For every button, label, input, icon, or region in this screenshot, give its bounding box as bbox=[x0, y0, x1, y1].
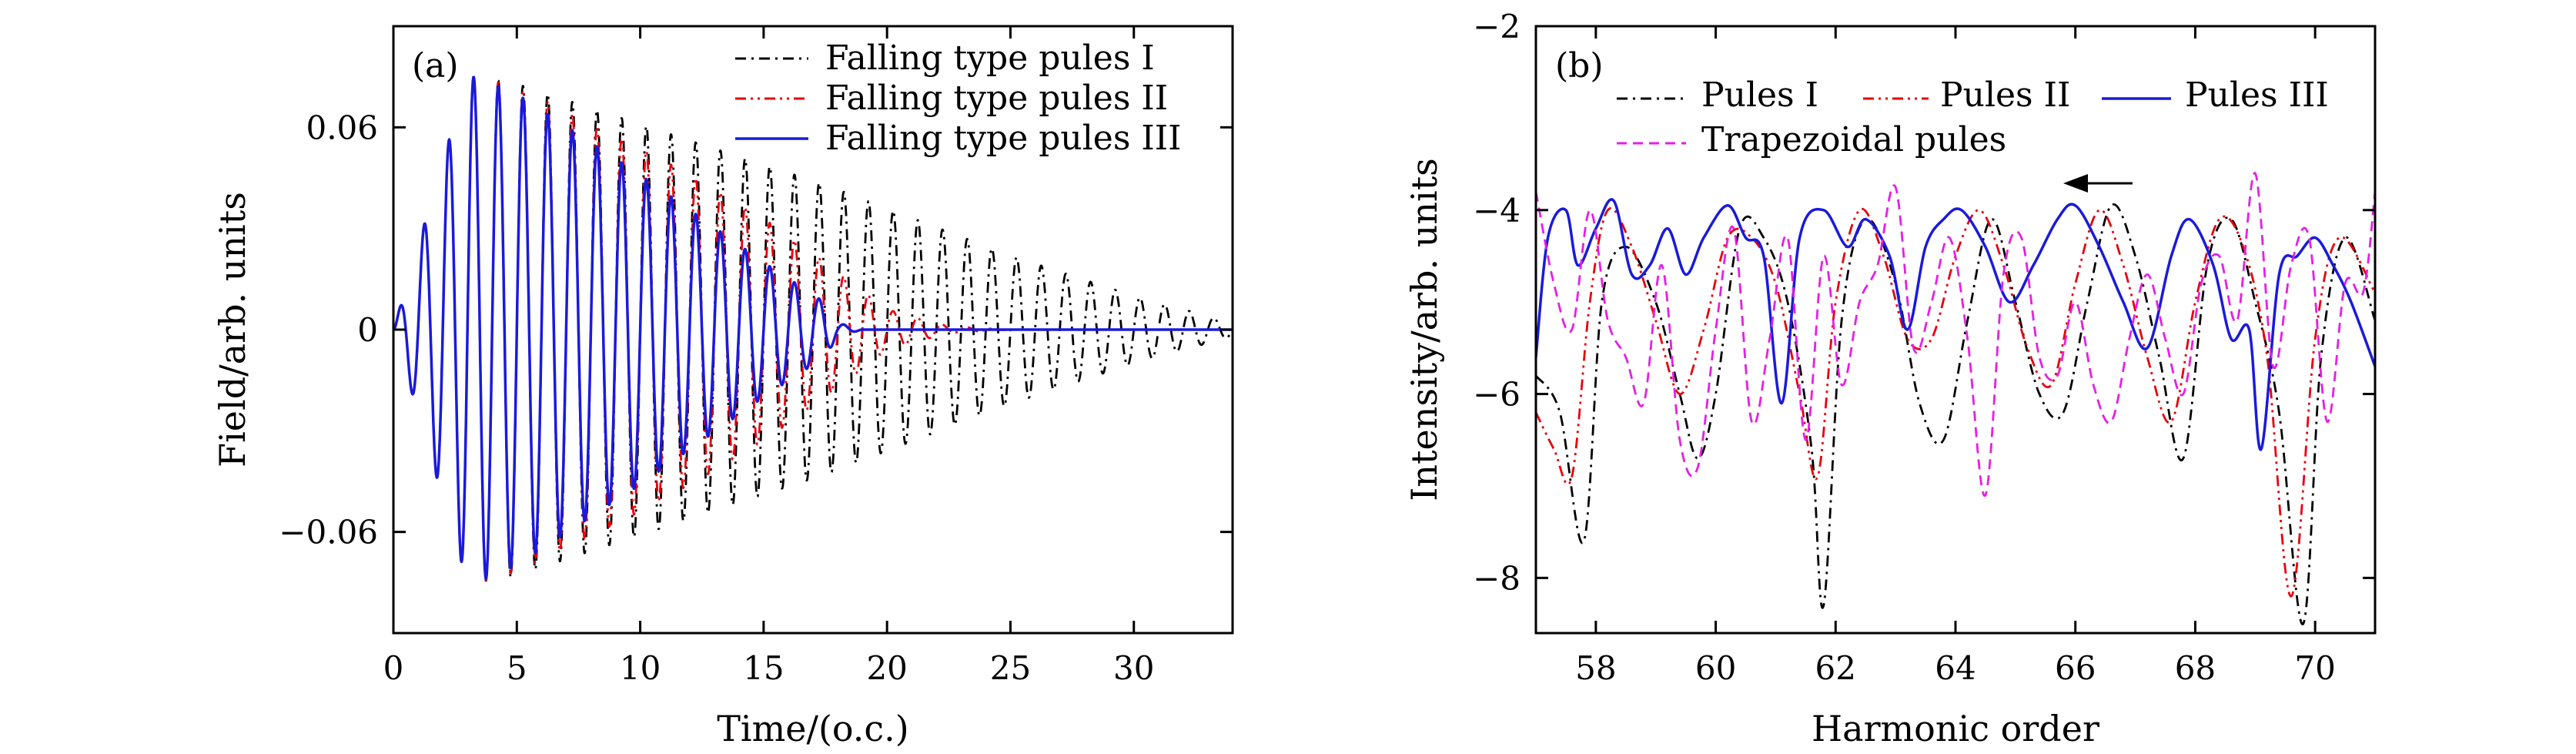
panel-a-plot-area bbox=[393, 75, 1233, 582]
panel-b-y-tick-label: −4 bbox=[1473, 192, 1521, 230]
panel-b-y-tick-label: −2 bbox=[1473, 8, 1521, 45]
panel-a-series-falling-type-pules-iii bbox=[393, 75, 1233, 580]
panel-b-series-pules-ii bbox=[1536, 207, 2375, 598]
panel-a-y-axis-label: Field/arb. units bbox=[212, 192, 253, 467]
legend-label-b-pules-ii: Pules II bbox=[1940, 75, 2070, 115]
panel-a-chart: 0 5 10 15 20 25 30 −0.06 0 0.06 (a) Time/(o.c.) F… bbox=[212, 25, 1234, 749]
legend-label-b-pules-iii: Pules III bbox=[2185, 75, 2329, 115]
panel-a-x-tick-label: 25 bbox=[990, 649, 1031, 687]
panel-b-x-tick-label: 70 bbox=[2294, 649, 2335, 687]
panel-b-series-pules-iii bbox=[1536, 198, 2375, 451]
panel-a-x-tick-label: 15 bbox=[743, 649, 784, 687]
panel-a-x-tick-label: 30 bbox=[1113, 649, 1154, 687]
panel-a-legend: Falling type pules I Falling type pules … bbox=[735, 39, 1182, 158]
legend-label-pules-i: Falling type pules I bbox=[825, 39, 1155, 78]
panel-a-x-tick-label: 20 bbox=[866, 649, 907, 687]
panel-b-x-tick-label: 58 bbox=[1575, 649, 1616, 687]
panel-a-y-tick-label: −0.06 bbox=[279, 514, 378, 551]
legend-label-pules-iii: Falling type pules III bbox=[825, 119, 1182, 158]
panel-a-x-axis-label: Time/(o.c.) bbox=[717, 708, 909, 749]
panel-a-x-tick-label: 5 bbox=[507, 649, 527, 687]
panel-a-x-tick-label: 0 bbox=[383, 649, 404, 687]
legend-label-b-pules-i: Pules I bbox=[1701, 75, 1818, 115]
panel-b-y-tick-label: −6 bbox=[1473, 376, 1521, 414]
panel-b-x-tick-label: 60 bbox=[1695, 649, 1736, 687]
panel-b-series-pules-i bbox=[1536, 203, 2375, 625]
panel-b-chart: 58 60 62 64 66 68 70 −8 −6 −4 −2 (b) Harmonic orde… bbox=[1403, 8, 2377, 749]
panel-b-y-tick-label: −8 bbox=[1473, 559, 1521, 597]
panel-b-x-tick-label: 62 bbox=[1815, 649, 1856, 687]
panel-b-legend: Pules I Pules II Pules III Trapezoidal p… bbox=[1617, 75, 2329, 159]
panel-a-ticks: 0 5 10 15 20 25 30 −0.06 0 0.06 bbox=[279, 26, 1233, 687]
panel-b-x-tick-label: 64 bbox=[1935, 649, 1975, 687]
panel-b-x-axis-label: Harmonic order bbox=[1812, 708, 2099, 749]
panel-b-ticks: 58 60 62 64 66 68 70 −8 −6 −4 −2 bbox=[1473, 8, 2375, 687]
legend-label-b-trapezoidal: Trapezoidal pules bbox=[1701, 120, 2006, 159]
panel-b-x-tick-label: 68 bbox=[2175, 649, 2216, 687]
panel-b-y-axis-label: Intensity/arb. units bbox=[1403, 158, 1445, 501]
legend-label-pules-ii: Falling type pules II bbox=[825, 79, 1168, 118]
shift-arrow-annotation bbox=[2063, 174, 2133, 193]
panel-a-y-tick-label: 0 bbox=[357, 311, 378, 349]
panel-a-x-tick-label: 10 bbox=[620, 649, 661, 687]
panel-b-series-trapezoidal-pules bbox=[1536, 172, 2375, 497]
panel-b-plot-area bbox=[1536, 172, 2375, 625]
panel-a-y-tick-label: 0.06 bbox=[306, 109, 378, 146]
panel-b-x-tick-label: 66 bbox=[2055, 649, 2096, 687]
panel-b-label: (b) bbox=[1555, 46, 1604, 85]
panel-a-label: (a) bbox=[412, 46, 459, 85]
